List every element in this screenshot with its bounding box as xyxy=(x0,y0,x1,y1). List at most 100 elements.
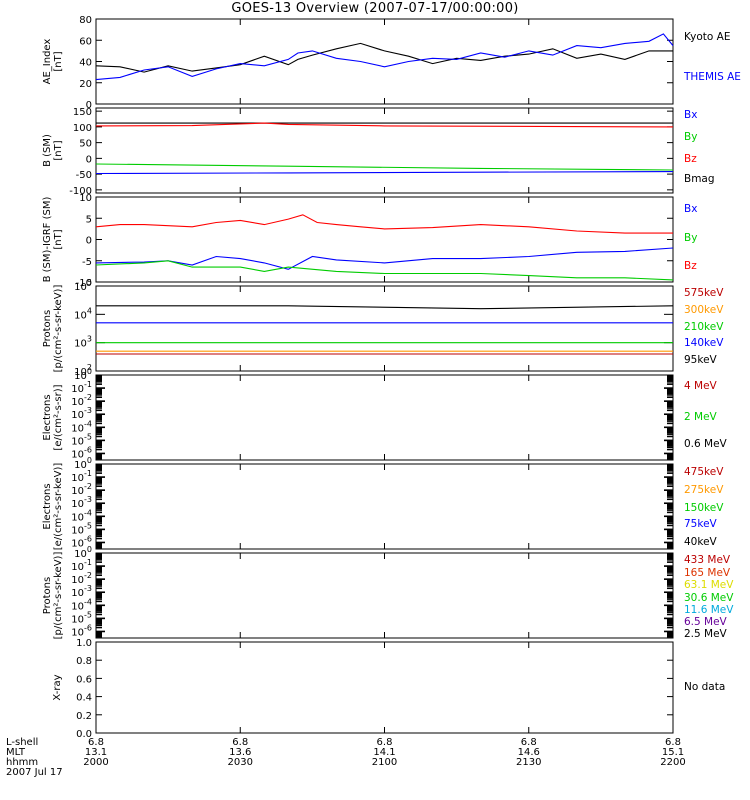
panel-frame xyxy=(95,641,674,734)
y-tick-label: 0.0 xyxy=(76,729,92,740)
legend-label: 475keV xyxy=(684,466,724,478)
panel-bsm: 150 100 50 0 -50 -100 B (SM) [nT] Bx By Bz Bmag xyxy=(42,107,715,197)
y-tick-label: 0.4 xyxy=(76,693,92,704)
y-tick-label: 80 xyxy=(79,15,92,26)
x-lshell-value: 6.8 xyxy=(88,737,104,748)
series-line-Bz xyxy=(95,214,673,234)
x-lshell-value: 6.8 xyxy=(665,737,681,748)
legend-label: Bz xyxy=(684,153,697,165)
y-tick-exponent: 0 xyxy=(87,545,92,554)
y-tick-exponent: -4 xyxy=(84,419,92,428)
y-tick-label: 10 xyxy=(79,193,92,204)
legend-label: 11.6 MeV xyxy=(684,604,734,616)
y-tick-label: -100 xyxy=(69,186,92,197)
y-tick-exponent: -3 xyxy=(84,406,92,415)
legend-label: THEMIS AE xyxy=(683,71,741,83)
y-tick-exponent: -6 xyxy=(84,445,92,454)
legend-label: 300keV xyxy=(684,304,724,316)
y-axis-label: AE_Index xyxy=(42,39,53,85)
y-tick-label: 104 xyxy=(74,306,92,321)
series-line-Bx xyxy=(95,171,674,175)
y-tick-exponent: -6 xyxy=(84,534,92,543)
y-tick-exponent: 2 xyxy=(87,363,92,372)
legend-label: 4 MeV xyxy=(684,380,718,392)
x-row-label: L-shell xyxy=(6,737,38,748)
series-line-95keV xyxy=(96,305,674,310)
legend-label: By xyxy=(684,131,697,143)
y-tick-label: 0.2 xyxy=(76,711,92,722)
y-tick-label: 0 xyxy=(86,236,92,247)
panel-frame xyxy=(95,552,674,639)
legend-label: 63.1 MeV xyxy=(684,579,734,591)
x-lshell-value: 6.8 xyxy=(232,737,248,748)
x-mlt-value: 15.1 xyxy=(662,747,684,758)
y-tick-exponent: 0 xyxy=(87,367,92,376)
panel-xray: 1.0 0.8 0.6 0.4 0.2 0.0 X-ray No data xyxy=(52,638,725,740)
y-tick-label: 40 xyxy=(79,58,92,69)
y-tick-exponent: 3 xyxy=(87,335,92,344)
series-line-THEMIS-AE xyxy=(95,33,674,81)
legend-label: 2.5 MeV xyxy=(684,628,728,640)
y-tick-label: 100 xyxy=(73,123,92,134)
panel-frame xyxy=(95,18,674,105)
y-axis-label: B (SM)-IGRF (SM) xyxy=(42,197,53,283)
x-mlt-value: 13.6 xyxy=(229,747,251,758)
y-axis-label: Protons xyxy=(42,310,53,347)
panel-frame xyxy=(95,463,674,550)
legend-label: Bx xyxy=(684,109,697,121)
y-tick-label: 60 xyxy=(79,36,92,47)
legend-label: 210keV xyxy=(684,321,724,333)
y-tick-exponent: -5 xyxy=(84,610,92,619)
x-row-label: hhmm xyxy=(6,757,38,768)
legend-label: No data xyxy=(684,681,725,693)
x-hhmm-value: 2200 xyxy=(660,757,685,768)
y-tick-exponent: -2 xyxy=(84,393,92,402)
y-tick-label: 0.6 xyxy=(76,674,92,685)
y-tick-exponent: -1 xyxy=(84,380,92,389)
y-tick-exponent: -3 xyxy=(84,495,92,504)
y-tick-exponent: -2 xyxy=(84,482,92,491)
x-mlt-value: 13.1 xyxy=(85,747,107,758)
y-axis-label: B (SM) xyxy=(42,134,53,167)
legend-label: 40keV xyxy=(684,536,718,548)
x-lshell-value: 6.8 xyxy=(377,737,393,748)
legend-label: Kyoto AE xyxy=(684,31,730,43)
panel-ae: 80 60 40 20 0 AE_Index [nT] Kyoto AE THEMIS AE xyxy=(42,15,741,111)
y-tick-label: 150 xyxy=(73,107,92,118)
x-mlt-value: 14.6 xyxy=(518,747,540,758)
series-line-Bx xyxy=(95,247,674,270)
y-tick-label: 103 xyxy=(74,335,92,350)
chart-title: GOES-13 Overview (2007-07-17/00:00:00) xyxy=(231,1,519,16)
x-hhmm-value: 2130 xyxy=(516,757,541,768)
legend-label: 150keV xyxy=(684,502,724,514)
legend-label: 165 MeV xyxy=(684,567,731,579)
x-lshell-value: 6.8 xyxy=(521,737,537,748)
y-axis-label: Protons xyxy=(42,577,53,614)
series-line-By xyxy=(95,163,674,171)
legend-label: 30.6 MeV xyxy=(684,592,734,604)
y-tick-label: -50 xyxy=(76,170,92,181)
y-tick-exponent: -4 xyxy=(84,508,92,517)
y-tick-exponent: -3 xyxy=(84,584,92,593)
legend-label: 6.5 MeV xyxy=(684,616,728,628)
panel-frame xyxy=(95,285,674,372)
y-tick-exponent: 5 xyxy=(87,278,92,287)
series-line-By xyxy=(95,260,674,281)
y-axis-label: [p/(cm²-s-sr-keV)] xyxy=(53,285,64,373)
legend-label: Bmag xyxy=(684,173,715,185)
legend-label: 575keV xyxy=(684,287,724,299)
y-tick-exponent: 4 xyxy=(87,306,92,315)
y-tick-label: 1.0 xyxy=(76,638,92,649)
y-tick-exponent: -6 xyxy=(84,623,92,632)
y-axis-label: [nT] xyxy=(53,229,64,249)
legend-label: 0.6 MeV xyxy=(684,438,728,450)
x-hhmm-value: 2100 xyxy=(372,757,397,768)
y-axis-label: [nT] xyxy=(53,51,64,71)
y-tick-label: 0.8 xyxy=(76,656,92,667)
x-row-label: 2007 Jul 17 xyxy=(6,767,63,778)
y-tick-exponent: 0 xyxy=(87,456,92,465)
